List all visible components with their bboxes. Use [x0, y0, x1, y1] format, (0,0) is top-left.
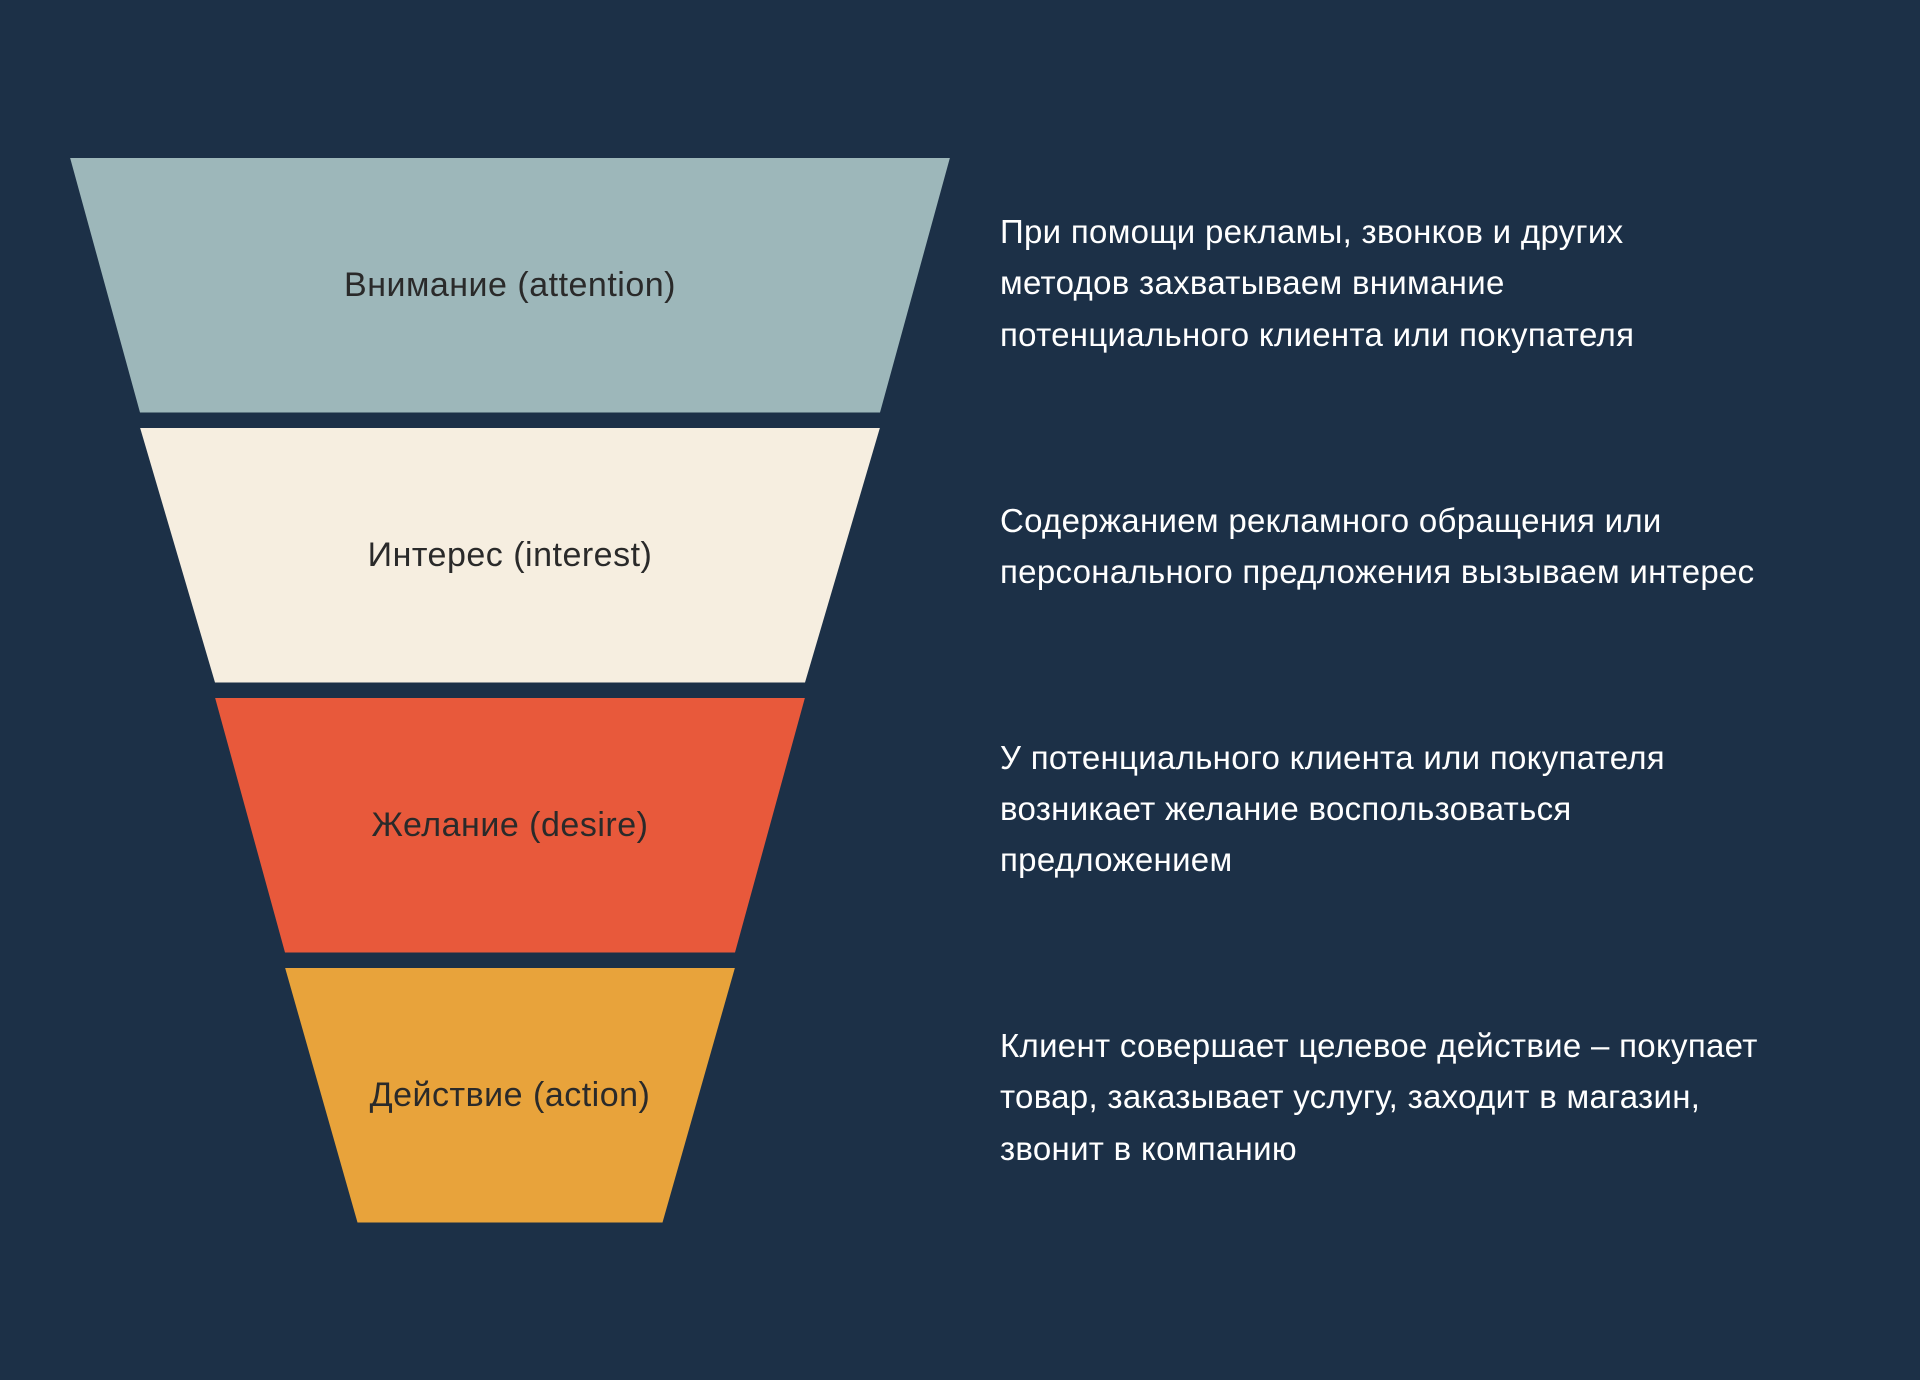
funnel-description-2: У потенциального клиента или покупателя …: [1000, 732, 1760, 885]
funnel-column: Внимание (attention) Интерес (interest) Же…: [60, 158, 960, 1223]
funnel-segment-label-0: Внимание (attention): [344, 266, 676, 305]
funnel-segment-2: Желание (desire): [215, 698, 805, 953]
funnel-segment-1: Интерес (interest): [140, 428, 880, 683]
funnel-segment-label-1: Интерес (interest): [368, 536, 653, 575]
funnel-segment-3: Действие (action): [285, 968, 735, 1223]
funnel-segment-label-3: Действие (action): [370, 1076, 651, 1115]
funnel-description-1: Содержанием рекламного обращения или пер…: [1000, 495, 1760, 597]
descriptions-column: При помощи рекламы, звонков и других мет…: [960, 206, 1760, 1174]
funnel-description-3: Клиент совершает целевое действие – поку…: [1000, 1020, 1760, 1173]
infographic-container: Внимание (attention) Интерес (interest) Же…: [0, 0, 1920, 1380]
funnel-description-0: При помощи рекламы, звонков и других мет…: [1000, 206, 1760, 359]
funnel-segment-label-2: Желание (desire): [372, 806, 649, 845]
funnel-segment-0: Внимание (attention): [70, 158, 950, 413]
